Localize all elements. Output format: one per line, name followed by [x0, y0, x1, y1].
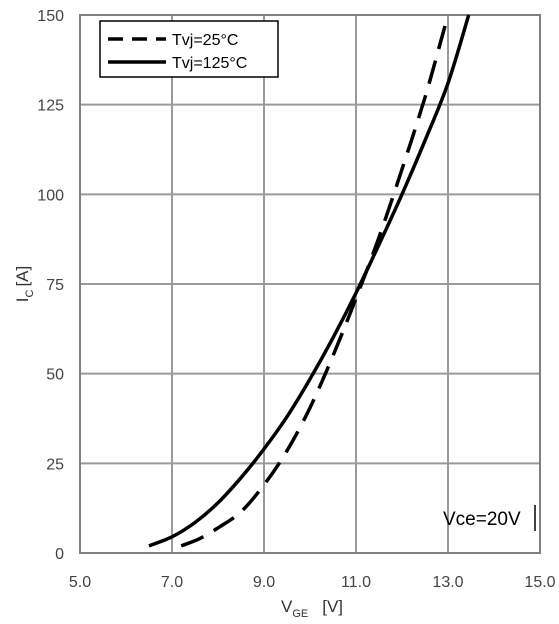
x-tick-label: 15.0 [524, 574, 555, 591]
y-tick-label: 0 [55, 546, 64, 563]
y-tick-label: 25 [46, 456, 64, 473]
x-tick-label: 9.0 [253, 574, 275, 591]
y-axis-title: IC [A] [13, 266, 36, 302]
y-axis-title-unit: [A] [13, 266, 32, 287]
y-tick-label: 150 [37, 8, 64, 25]
x-axis-title-main: V [281, 597, 293, 616]
x-axis-title-sub: GE [292, 608, 308, 620]
x-tick-label: 13.0 [432, 574, 463, 591]
legend-label-25c: Tvj=25°C [172, 32, 238, 49]
series-line-25c [180, 14, 450, 548]
grid-lines [80, 15, 540, 553]
plot-frame [79, 14, 541, 554]
series-line-125c [148, 14, 471, 548]
x-axis-title: VGE [V] [281, 597, 343, 620]
y-tick-label: 50 [46, 367, 64, 384]
condition-annotation: Vce=20V [443, 509, 521, 530]
y-tick-label: 100 [37, 187, 64, 204]
x-tick-label: 7.0 [161, 574, 183, 591]
legend-label-125c: Tvj=125°C [172, 55, 247, 72]
y-axis-title-main: I [13, 298, 32, 303]
x-tick-label: 11.0 [341, 574, 371, 591]
series-layer [148, 14, 471, 548]
x-tick-labels: 5.0 7.0 9.0 11.0 13.0 15.0 [69, 574, 556, 591]
legend: Tvj=25°C Tvj=125°C [99, 20, 279, 78]
x-axis-title-unit: [V] [322, 597, 343, 616]
legend-box [99, 20, 279, 78]
y-tick-label: 75 [46, 277, 64, 294]
y-axis-title-sub: C [24, 290, 36, 298]
y-tick-label: 125 [37, 98, 64, 115]
y-tick-labels: 0 25 50 75 100 125 150 [37, 8, 64, 563]
x-tick-label: 5.0 [69, 574, 91, 591]
